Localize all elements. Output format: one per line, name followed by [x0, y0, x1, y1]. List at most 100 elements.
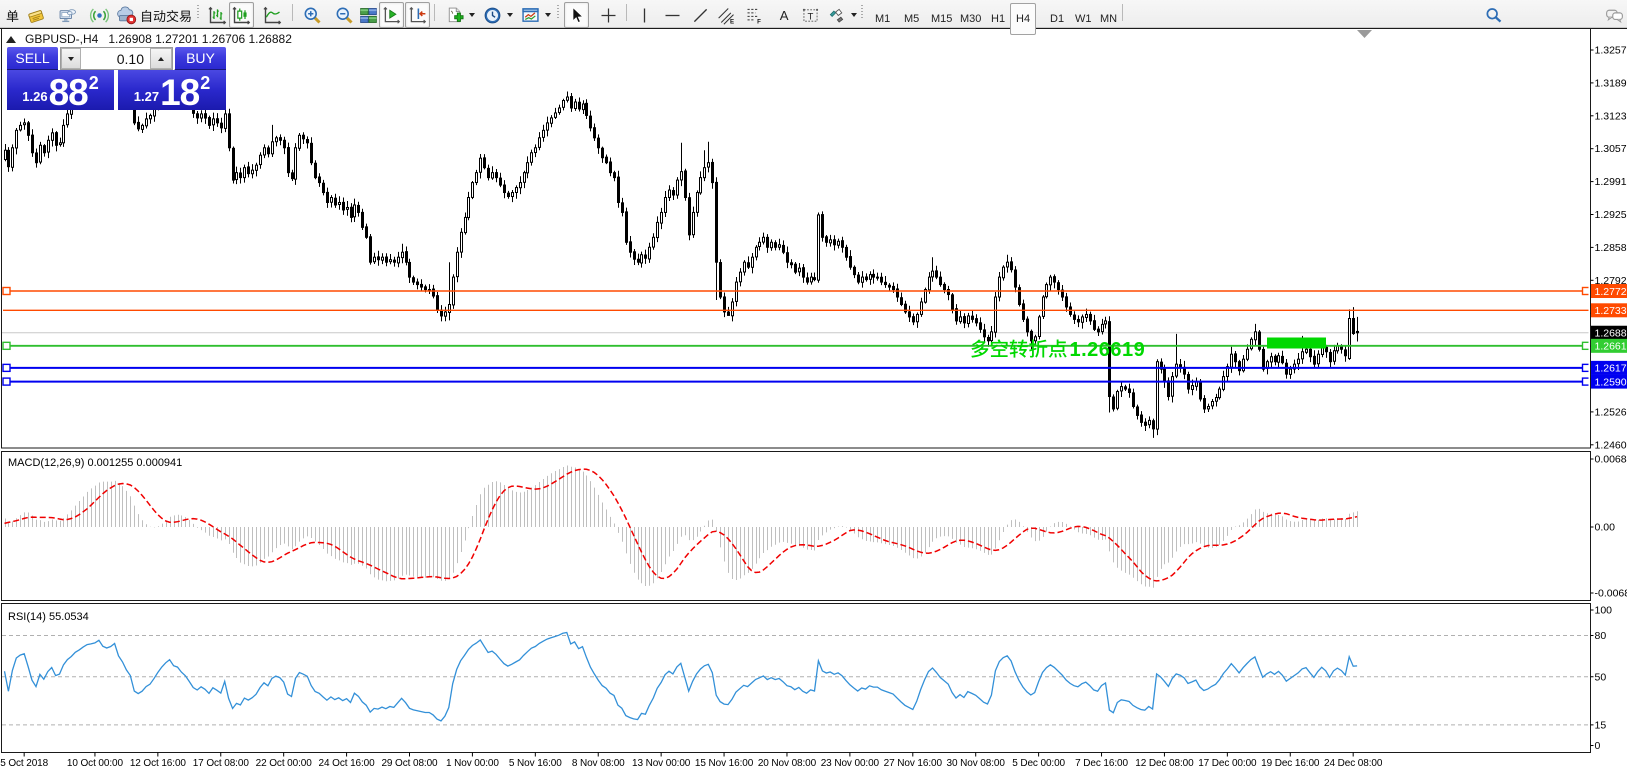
pane-macd[interactable] — [1, 451, 1591, 601]
spin-up-icon — [158, 56, 164, 61]
rsi-pane[interactable] — [2, 631, 1591, 726]
toolbar-separator — [434, 4, 435, 21]
sell-price-button[interactable]: 1.26 88 2 — [7, 70, 114, 111]
time-label: 27 Nov 16:00 — [884, 758, 943, 769]
signals-icon[interactable] — [87, 2, 112, 28]
buy-price-button[interactable]: 1.27 18 2 — [118, 70, 226, 111]
volume-decrease-button[interactable] — [61, 48, 81, 69]
price-tick-label: 1.31235 — [1595, 110, 1627, 122]
time-label: 17 Oct 08:00 — [193, 758, 250, 769]
price-pane[interactable]: 1.26619 — [2, 30, 1591, 438]
price-tick-label: 1.29915 — [1595, 176, 1627, 188]
time-label: 10 Oct 00:00 — [67, 758, 124, 769]
trendline-button[interactable] — [688, 2, 713, 28]
hline-handle[interactable] — [1581, 286, 1590, 296]
toolbar-separator — [1122, 4, 1123, 21]
auto-scroll-button[interactable] — [379, 2, 404, 28]
vline-button[interactable] — [632, 2, 657, 28]
timeframe-d1[interactable]: D1 — [1050, 13, 1065, 25]
green-zone-bar[interactable] — [1267, 337, 1326, 349]
pane-price[interactable] — [1, 28, 1591, 449]
buy-button[interactable]: BUY — [175, 47, 226, 70]
zoomin-icon — [302, 5, 323, 26]
time-label: 13 Nov 00:00 — [632, 758, 691, 769]
crosshair-icon — [598, 5, 619, 26]
hline-resistance-1[interactable] — [2, 286, 1590, 296]
sell-button[interactable]: SELL — [7, 47, 58, 70]
time-label: 12 Dec 08:00 — [1135, 758, 1194, 769]
chart-candles-button[interactable] — [229, 2, 254, 28]
hline-handle[interactable] — [2, 286, 11, 296]
zoom-in-button[interactable] — [300, 2, 325, 28]
history-center-icon[interactable] — [24, 2, 49, 28]
search-icon — [1483, 5, 1504, 26]
labelT-icon — [800, 5, 821, 26]
search-icon[interactable] — [1481, 2, 1506, 28]
timeframe-m1[interactable]: M1 — [875, 13, 891, 25]
templates-button[interactable] — [518, 2, 553, 28]
chart-bars-button[interactable] — [205, 2, 230, 28]
timeframe-m15[interactable]: M15 — [931, 13, 953, 25]
periods-button[interactable] — [480, 2, 515, 28]
cjk-text — [6, 9, 19, 22]
macd-pane[interactable] — [4, 465, 1358, 588]
hline-handle[interactable] — [2, 341, 11, 351]
channel-button[interactable] — [714, 2, 739, 28]
hline-handle[interactable] — [1581, 341, 1590, 351]
tile-windows-button[interactable] — [356, 2, 381, 28]
chart-shift-button[interactable] — [405, 2, 430, 28]
ohlc-values: 1.26908 1.27201 1.26706 1.26882 — [108, 32, 292, 46]
price-tick-label: 1.25265 — [1595, 406, 1627, 418]
timeframe-mn[interactable]: MN — [1100, 13, 1118, 25]
vline-icon — [634, 5, 655, 26]
chart-shift-marker[interactable] — [1357, 30, 1372, 38]
hline-handle[interactable] — [2, 363, 11, 373]
price-tick-label: 1.28580 — [1595, 242, 1627, 254]
timeframe-m30[interactable]: M30 — [960, 13, 982, 25]
text-button[interactable] — [772, 2, 797, 28]
candles-layer[interactable] — [4, 50, 1359, 438]
toolbar-drag-handle[interactable] — [557, 5, 559, 20]
panel-collapse-icon[interactable] — [6, 35, 16, 43]
hline-support-2[interactable] — [2, 377, 1590, 386]
toolbar-drag-handle[interactable] — [197, 5, 199, 20]
time-label: 5 Nov 16:00 — [509, 758, 562, 769]
autotrade-icon — [116, 5, 137, 26]
timeframe-h4[interactable]: H4 — [1010, 3, 1037, 35]
zoom-out-button[interactable] — [332, 2, 357, 28]
timeframe-m5[interactable]: M5 — [904, 13, 920, 25]
label-button[interactable] — [798, 2, 823, 28]
macd-scale-label: 0.00684 — [1595, 454, 1627, 466]
cursor-button[interactable] — [564, 2, 589, 28]
volume-increase-button[interactable] — [150, 48, 172, 69]
autotrading-button[interactable] — [114, 2, 194, 28]
new-order-button[interactable] — [1, 2, 21, 28]
indicators-button[interactable] — [442, 2, 477, 28]
price-axis: 1.32570 1.31895 1.31235 1.30575 1.29915 1.292… — [1590, 45, 1627, 752]
periods-icon — [482, 5, 503, 26]
dropdown-caret-icon — [469, 13, 475, 17]
hline-support-1[interactable] — [2, 363, 1590, 373]
timeframe-h1[interactable]: H1 — [991, 13, 1006, 25]
timeframe-w1[interactable]: W1 — [1075, 13, 1092, 25]
chat-icon[interactable] — [1602, 2, 1627, 28]
symbol-period-label: GBPUSD-,H4 — [25, 32, 99, 46]
shapes-icon — [826, 5, 847, 26]
fibonacci-button[interactable] — [742, 2, 767, 28]
hline-handle[interactable] — [2, 377, 11, 386]
hline-handle[interactable] — [1581, 363, 1590, 373]
chart-line-button[interactable] — [260, 2, 285, 28]
macd-scale-label: 0.00 — [1595, 522, 1616, 534]
hline-button[interactable] — [660, 2, 685, 28]
toolbar-drag-handle[interactable] — [861, 5, 863, 20]
volume-input[interactable] — [81, 48, 150, 69]
pane-rsi[interactable] — [1, 603, 1591, 753]
crosshair-button[interactable] — [596, 2, 621, 28]
terminal-icon — [57, 5, 78, 26]
pivot-annotation[interactable]: 1.26619 — [971, 339, 1145, 361]
terminal-icon[interactable] — [55, 2, 80, 28]
hline-handle[interactable] — [1581, 377, 1590, 386]
arrows-button[interactable] — [824, 2, 859, 28]
